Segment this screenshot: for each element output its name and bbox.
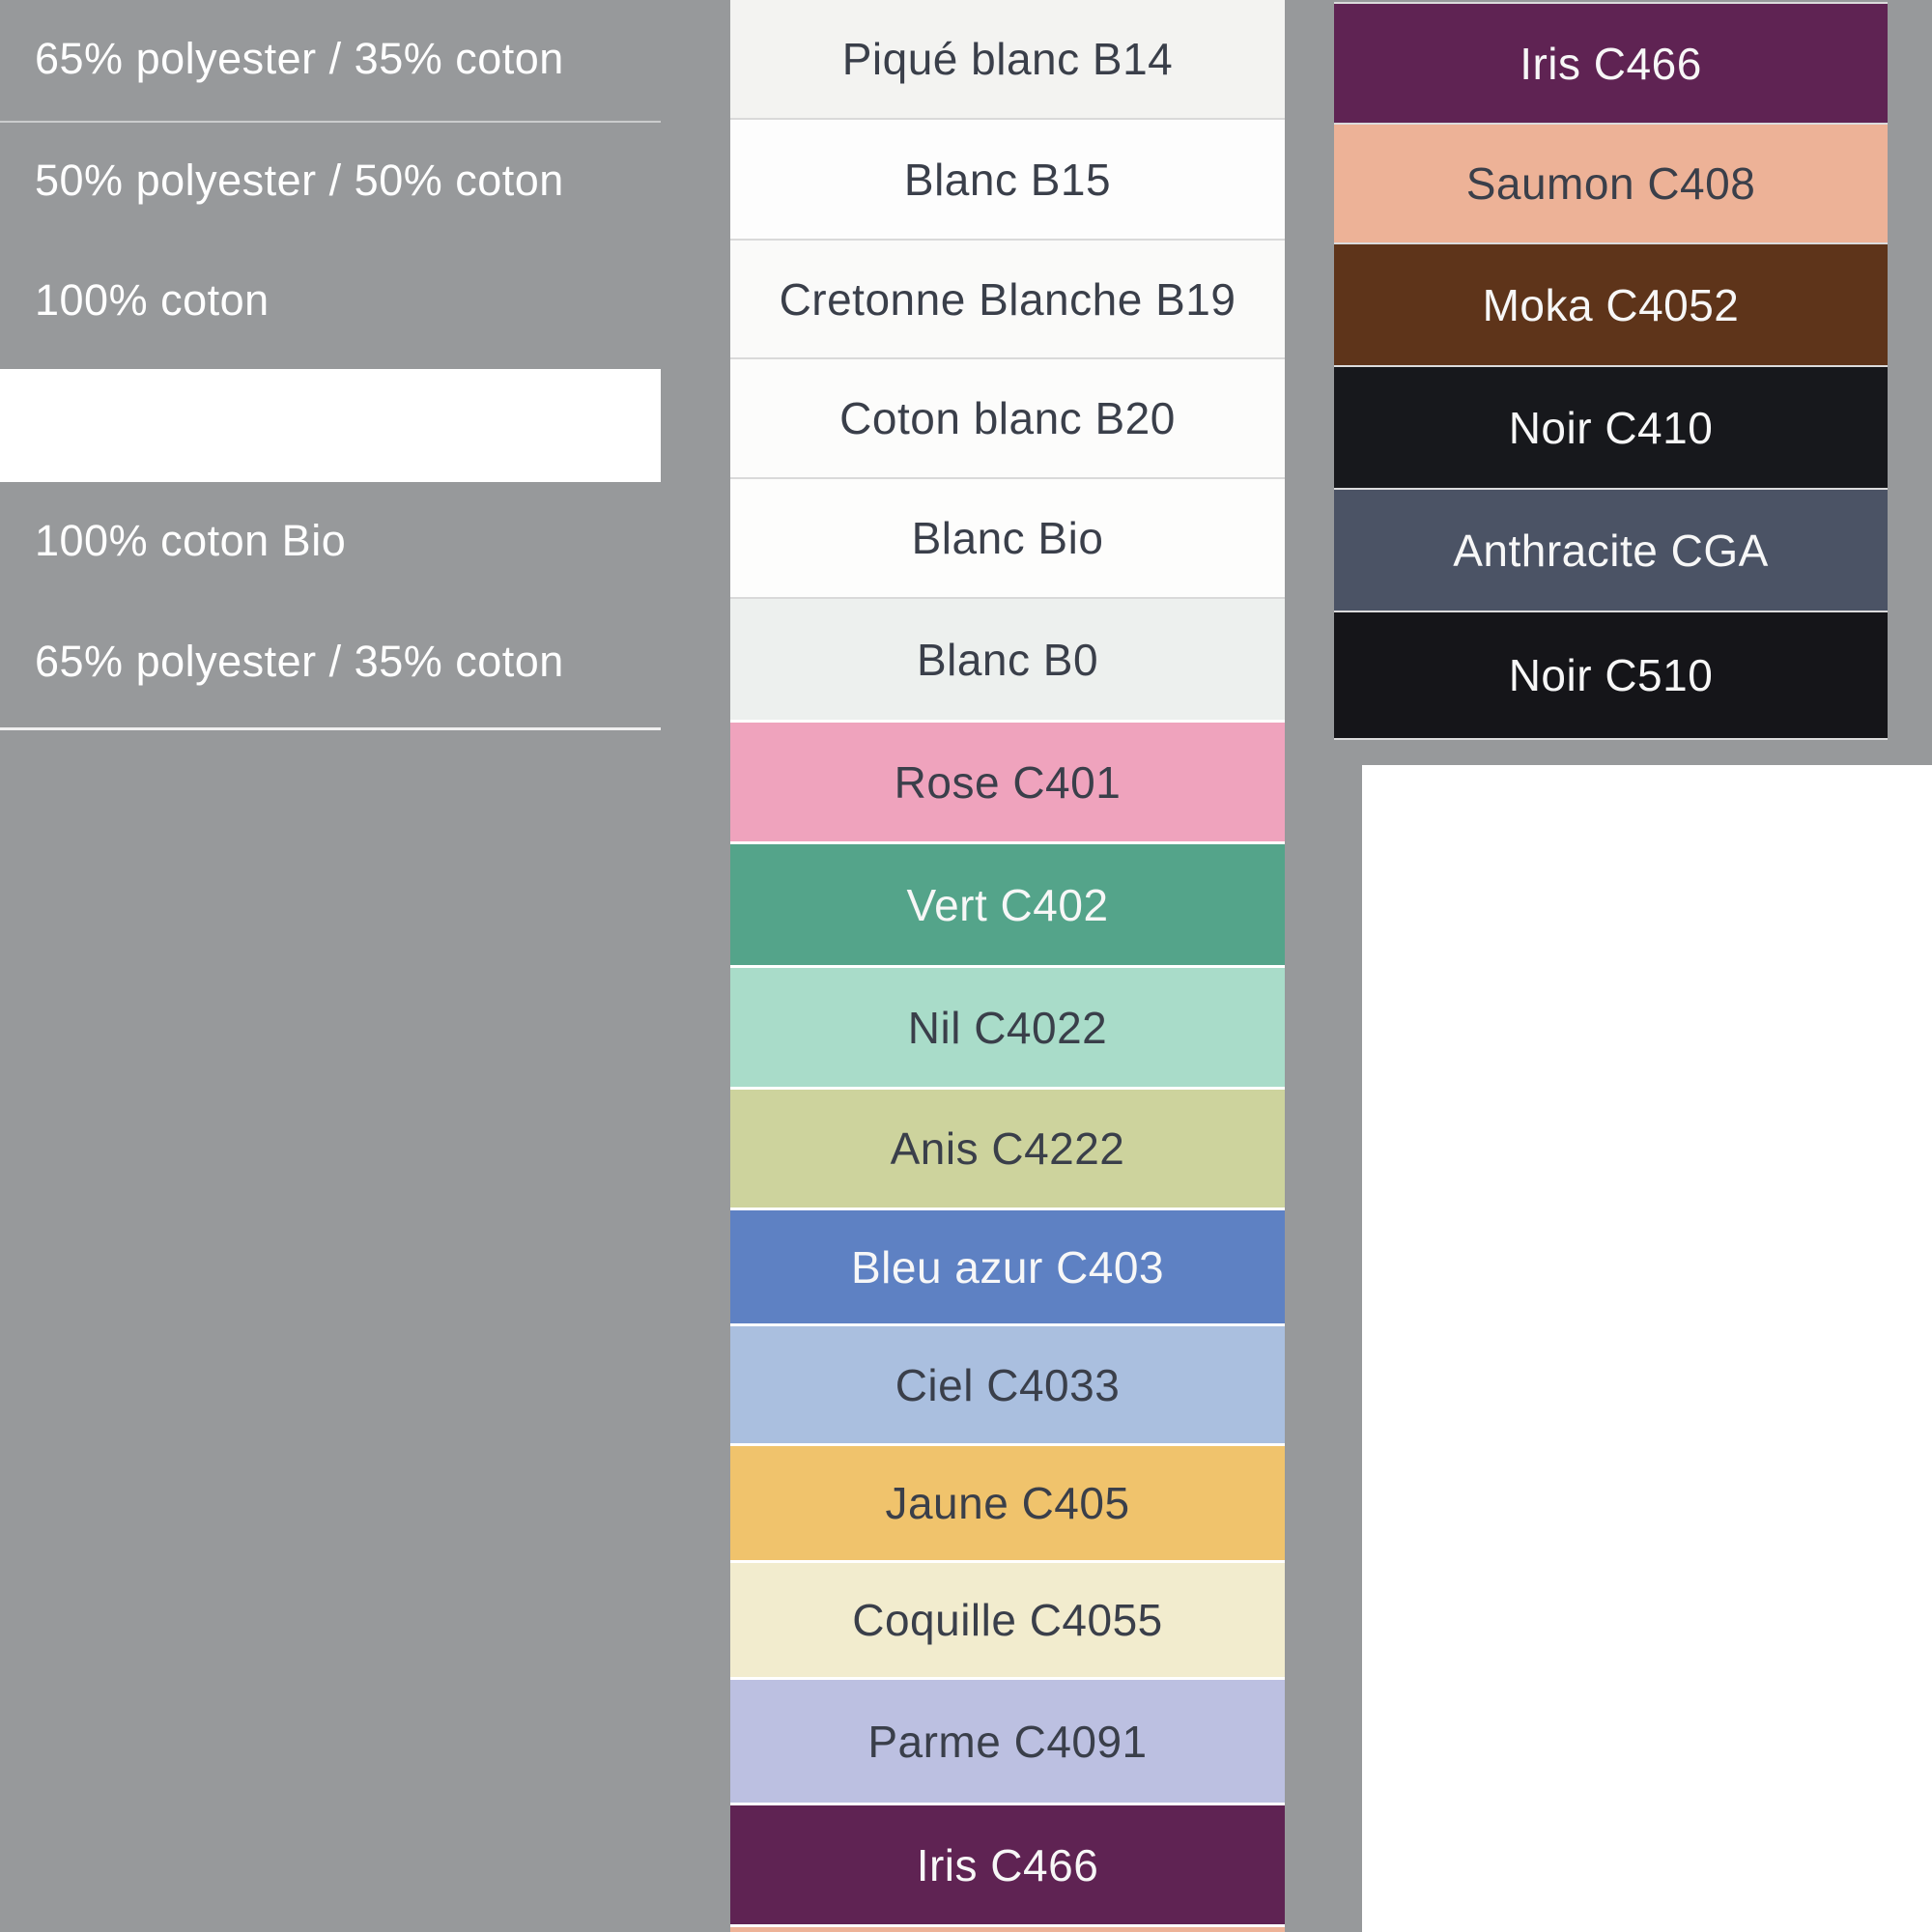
color-swatch-label: Noir C510	[1508, 650, 1714, 700]
color-swatch-noir-c510: Noir C510	[1334, 612, 1888, 738]
fabric-swatch-nil-c4022: Nil C4022	[730, 968, 1285, 1087]
fabric-swatch-parme-c4091: Parme C4091	[730, 1680, 1285, 1803]
fabric-swatch-iris-c466: Iris C466	[730, 1805, 1285, 1924]
color-swatch-label: Noir C410	[1508, 402, 1714, 453]
color-swatch-label: Anthracite CGA	[1453, 525, 1769, 576]
fabric-swatch-vert-c402: Vert C402	[730, 844, 1285, 965]
fabric-swatch-label: Piqué blanc B14	[841, 34, 1174, 84]
color-swatch-moka-c4052: Moka C4052	[1334, 244, 1888, 365]
fabric-swatch-jaune-c405: Jaune C405	[730, 1446, 1285, 1560]
fabric-swatch-label: Jaune C405	[885, 1478, 1130, 1528]
composition-label-2: 50% polyester / 50% coton	[35, 156, 564, 205]
composition-label-4: 100% coton Bio	[35, 516, 347, 565]
fabric-swatch-label: Vert C402	[906, 879, 1109, 930]
separator-line-1	[0, 121, 661, 123]
fabric-swatch-label: Anis C4222	[890, 1123, 1125, 1174]
composition-label-3: 100% coton	[35, 275, 270, 325]
white-swatch-column: Piqué blanc B14 Blanc B15 Cretonne Blanche…	[730, 0, 1285, 1932]
fabric-swatch-label: Nil C4022	[907, 1002, 1108, 1053]
fabric-swatch-label: Bleu azur C403	[850, 1241, 1165, 1293]
composition-label-5: 65% polyester / 35% coton	[35, 637, 564, 686]
left-white-block	[0, 369, 661, 482]
separator-line-2	[0, 727, 661, 730]
color-swatch-saumon-c408: Saumon C408	[1334, 125, 1888, 242]
fabric-swatch-rose-c401: Rose C401	[730, 723, 1285, 841]
fabric-swatch-coton-blanc-b20: Coton blanc B20	[730, 359, 1285, 479]
fabric-swatch-label: Blanc B0	[916, 634, 1099, 685]
fabric-swatch-label: Cretonne Blanche B19	[779, 273, 1236, 325]
color-swatch-anthracite-cga: Anthracite CGA	[1334, 490, 1888, 611]
fabric-swatch-label: Blanc Bio	[911, 513, 1104, 563]
color-swatch-iris-c466: Iris C466	[1334, 4, 1888, 123]
fabric-swatch-label: Blanc B15	[903, 154, 1112, 205]
fabric-swatch-sliver	[730, 1927, 1285, 1932]
bottom-white-block	[1362, 765, 1932, 1932]
fabric-swatch-blanc-b0: Blanc B0	[730, 599, 1285, 720]
fabric-swatch-label: Coquille C4055	[852, 1595, 1163, 1645]
fabric-swatch-label: Rose C401	[894, 756, 1122, 808]
color-swatch-column: Iris C466 Saumon C408 Moka C4052 Noir C410 A…	[1334, 2, 1888, 740]
fabric-swatch-ciel-c4033: Ciel C4033	[730, 1326, 1285, 1443]
fabric-swatch-blanc-b15: Blanc B15	[730, 120, 1285, 241]
color-swatch-label: Moka C4052	[1482, 279, 1740, 330]
color-swatch-noir-c410: Noir C410	[1334, 367, 1888, 488]
color-swatch-label: Saumon C408	[1465, 158, 1756, 209]
fabric-swatch-anis-c4222: Anis C4222	[730, 1090, 1285, 1208]
fabric-swatch-piqu-blanc-b14: Piqué blanc B14	[730, 0, 1285, 120]
fabric-swatch-label: Iris C466	[916, 1839, 1099, 1890]
composition-label-1: 65% polyester / 35% coton	[35, 34, 564, 83]
fabric-swatch-cretonne-blanche-b19: Cretonne Blanche B19	[730, 241, 1285, 359]
color-swatch-label: Iris C466	[1520, 38, 1702, 89]
fabric-swatch-bleu-azur-c403: Bleu azur C403	[730, 1210, 1285, 1323]
fabric-swatch-coquille-c4055: Coquille C4055	[730, 1563, 1285, 1677]
fabric-swatch-label: Ciel C4033	[895, 1359, 1121, 1410]
fabric-swatch-label: Parme C4091	[867, 1716, 1148, 1767]
fabric-swatch-blanc-bio: Blanc Bio	[730, 479, 1285, 599]
fabric-swatch-label: Coton blanc B20	[839, 393, 1176, 443]
